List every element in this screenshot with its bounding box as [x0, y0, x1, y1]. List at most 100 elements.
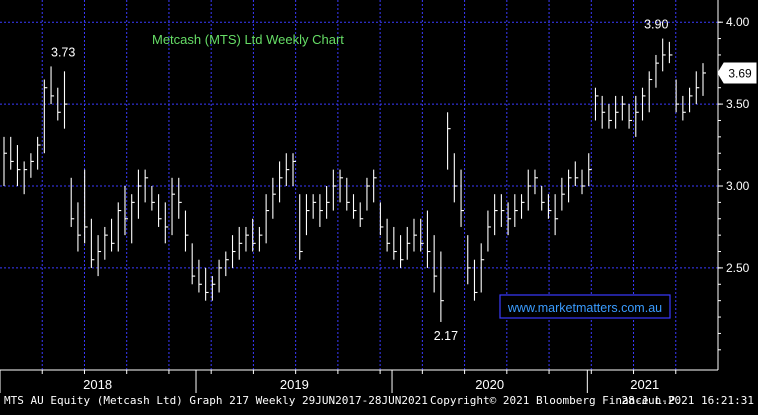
footer-timestamp: 28-Jun-2021 16:21:31 [622, 394, 754, 407]
last-price-marker: 3.69 [717, 62, 757, 84]
y-tick-label: 3.00 [726, 179, 750, 193]
price-bar [487, 210, 491, 252]
url-box-frame [499, 294, 671, 319]
price-bar [3, 136, 7, 186]
x-tick-label: 2019 [280, 377, 309, 392]
price-bar [50, 66, 55, 105]
price-bar [245, 226, 249, 252]
price-bar [594, 87, 599, 121]
chart-title: Metcash (MTS) Ltd Weekly Chart [152, 32, 344, 47]
price-bar [568, 169, 572, 203]
price-bar [635, 95, 639, 137]
price-bar [90, 218, 95, 268]
price-bar [37, 136, 41, 170]
price-bar [151, 186, 155, 211]
price-bar [534, 169, 538, 195]
price-bar [299, 194, 303, 260]
price-bar [63, 71, 68, 129]
price-bar [608, 104, 612, 129]
price-bar [97, 235, 102, 277]
price-bar [601, 95, 606, 129]
price-bar [494, 194, 498, 236]
y-tick-label: 3.50 [726, 97, 750, 111]
price-bar [682, 95, 686, 121]
price-bars [3, 38, 706, 322]
price-bar [84, 169, 88, 244]
footer-copyright: Copyright© 2021 Bloomberg Finance L.P. [430, 394, 682, 407]
x-tick-label: 2021 [630, 377, 659, 392]
price-bar [702, 63, 706, 96]
price-bar [460, 169, 465, 227]
price-bar [420, 218, 424, 252]
price-bar [588, 153, 592, 186]
price-bar [628, 104, 633, 129]
url-link-text[interactable]: www.marketmatters.com.au [507, 301, 662, 315]
price-bar [218, 259, 223, 293]
price-bar [668, 41, 673, 64]
price-annotation: 3.90 [644, 18, 668, 32]
price-bar [406, 226, 411, 260]
price-bar [292, 153, 297, 186]
price-bar [124, 186, 128, 236]
price-bar [467, 235, 471, 285]
price-bar [332, 169, 337, 211]
price-bar [440, 251, 444, 322]
price-bar [386, 218, 391, 252]
price-bar [574, 161, 579, 186]
y-tick-label: 4.00 [726, 15, 750, 29]
price-bar [319, 194, 323, 227]
price-bar [144, 169, 149, 203]
price-bar [655, 54, 659, 88]
price-bar [547, 194, 552, 219]
price-bar [507, 202, 512, 236]
price-bar [359, 202, 364, 227]
footer-security-info: MTS AU Equity (Metcash Ltd) Graph 217 We… [4, 394, 428, 407]
price-bar [77, 202, 81, 252]
price-bar [164, 202, 169, 244]
price-bar [238, 226, 243, 260]
price-bar [615, 95, 619, 129]
price-bar [426, 210, 431, 268]
price-bar [205, 267, 209, 301]
price-bar [178, 177, 182, 219]
price-bar [641, 87, 646, 121]
price-bar [184, 210, 189, 252]
last-price-tag [717, 62, 757, 84]
price-bar [252, 218, 256, 252]
price-bar [561, 177, 565, 211]
price-bar [70, 177, 75, 227]
price-bar [554, 194, 559, 236]
price-bar [117, 202, 122, 252]
price-bar [171, 177, 176, 236]
price-annotations: 3.73 3.90 2.17 [51, 18, 668, 343]
price-annotation: 3.73 [51, 45, 75, 59]
price-bar [527, 169, 532, 211]
price-bar [352, 194, 357, 219]
price-bar [346, 177, 350, 211]
x-tick-label: 2020 [475, 377, 504, 392]
x-tick-label: 2018 [83, 377, 112, 392]
price-bar [473, 259, 478, 301]
price-bar [16, 145, 21, 186]
price-bar [453, 153, 458, 203]
price-bar [339, 169, 344, 203]
price-bar [198, 259, 202, 293]
price-bar [366, 177, 370, 211]
price-bar [648, 71, 653, 113]
price-bar [393, 226, 397, 260]
price-bar [514, 194, 518, 227]
price-bar [43, 79, 48, 154]
price-bar [500, 194, 505, 227]
price-bar [110, 218, 115, 252]
price-bar [23, 161, 28, 195]
price-bar [231, 235, 236, 268]
y-tick-label: 2.50 [726, 261, 750, 275]
price-bar [211, 276, 216, 301]
price-bar [272, 177, 276, 219]
price-bar [581, 169, 586, 195]
price-bar [191, 243, 196, 285]
url-box[interactable]: www.marketmatters.com.au [499, 294, 671, 319]
price-bar [137, 169, 142, 219]
